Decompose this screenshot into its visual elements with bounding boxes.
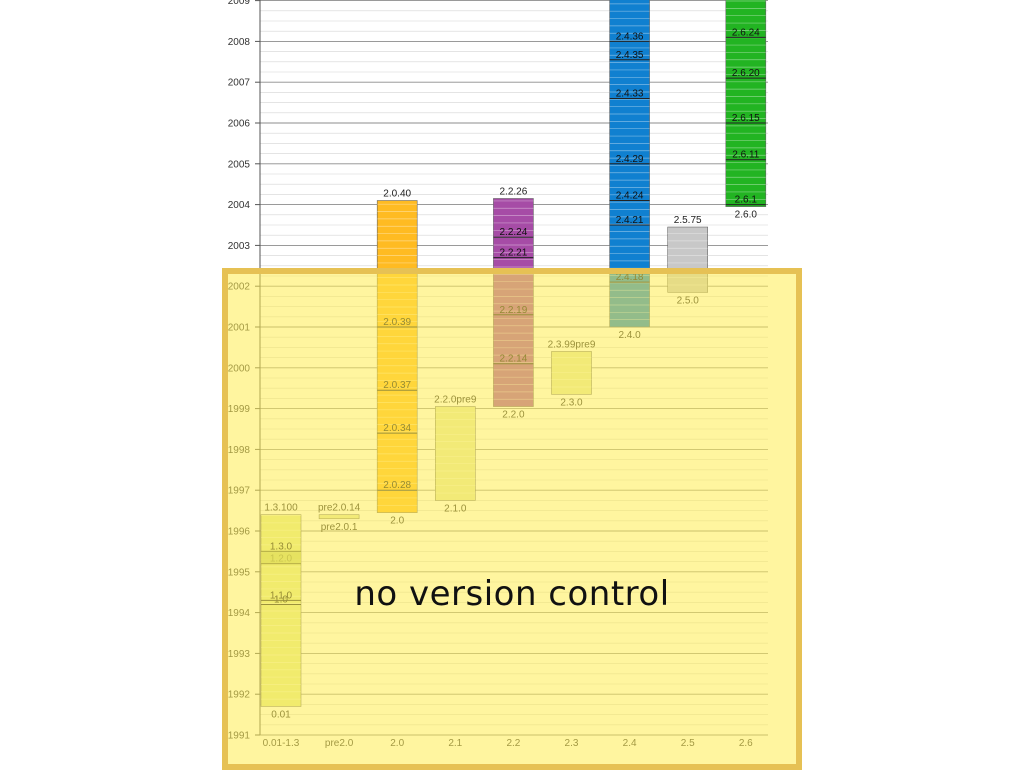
y-tick-label: 2004 (228, 200, 251, 211)
release-mark-label: 2.2.24 (499, 227, 527, 238)
release-mark-label: 2.4.21 (616, 215, 644, 226)
release-mark-label: 2.6.15 (732, 113, 760, 124)
bar-top-label: 2.0.40 (383, 189, 411, 200)
y-tick-label: 2005 (228, 159, 251, 170)
release-mark-label: 2.4.24 (616, 191, 644, 202)
y-tick-label: 2007 (228, 78, 251, 89)
release-mark-label: 2.4.36 (616, 31, 644, 42)
y-tick-label: 2009 (228, 0, 251, 7)
release-mark-label: 2.4.29 (616, 154, 644, 165)
y-tick-label: 2006 (228, 119, 251, 130)
y-tick-label: 2008 (228, 37, 251, 48)
release-mark-label: 2.6.20 (732, 68, 760, 79)
y-tick-label: 2003 (228, 241, 251, 252)
release-mark-label: 2.4.35 (616, 50, 644, 61)
release-mark-label: 2.6.24 (732, 27, 760, 38)
bar-2.6 (725, 0, 767, 207)
bar-top-label: 2.5.75 (674, 215, 702, 226)
bar-top-label: 2.2.26 (499, 186, 527, 197)
no-version-control-overlay: no version control (222, 268, 802, 770)
release-mark-label: 2.4.33 (616, 89, 644, 100)
release-mark-label: 2.2.21 (499, 248, 527, 259)
overlay-label: no version control (354, 574, 670, 614)
release-mark-label: 2.6.1 (735, 195, 758, 206)
release-mark-label: 2.6.11 (732, 150, 759, 161)
bar-bottom-label: 2.6.0 (735, 210, 758, 221)
